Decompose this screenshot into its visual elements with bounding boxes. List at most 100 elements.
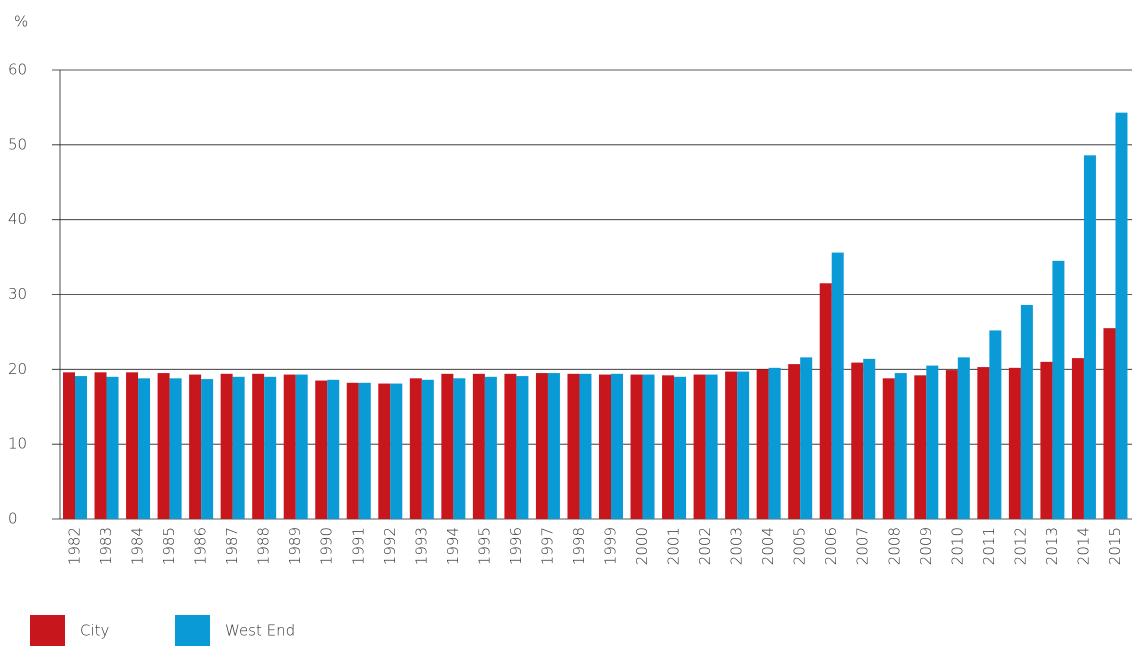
x-tick-label: 1990 bbox=[318, 527, 336, 565]
bar bbox=[358, 382, 371, 519]
x-tick-label: 1988 bbox=[255, 527, 273, 565]
x-tick-label: 1987 bbox=[223, 527, 241, 565]
bar bbox=[189, 374, 202, 519]
y-tick-label: 20 bbox=[8, 360, 27, 378]
x-tick-label: 2013 bbox=[1043, 527, 1061, 565]
x-tick-label: 1994 bbox=[444, 527, 462, 565]
x-tick-label: 2015 bbox=[1106, 527, 1124, 565]
bar bbox=[662, 375, 675, 519]
x-tick-label: 1984 bbox=[129, 527, 147, 565]
x-tick-label: 2002 bbox=[696, 527, 714, 565]
bar bbox=[535, 373, 548, 519]
x-tick-label: 2000 bbox=[633, 527, 651, 565]
x-tick-label: 1999 bbox=[602, 527, 620, 565]
x-tick-label: 1998 bbox=[570, 527, 588, 565]
legend-swatch bbox=[175, 615, 210, 646]
bar bbox=[1115, 112, 1128, 519]
legend-label: City bbox=[80, 622, 110, 640]
bar bbox=[441, 373, 454, 519]
bar bbox=[220, 373, 233, 519]
bar bbox=[484, 376, 497, 519]
bar bbox=[547, 373, 560, 519]
x-tick-label: 2001 bbox=[665, 527, 683, 565]
bar bbox=[453, 378, 466, 519]
x-tick-label: 2009 bbox=[917, 527, 935, 565]
bar bbox=[756, 369, 769, 519]
bar bbox=[283, 374, 296, 519]
bar bbox=[800, 357, 813, 519]
bar bbox=[327, 379, 340, 519]
bar bbox=[295, 374, 308, 519]
bar bbox=[1103, 328, 1116, 519]
bar bbox=[642, 374, 655, 519]
bar bbox=[157, 373, 170, 519]
bar bbox=[957, 357, 970, 519]
bar bbox=[705, 374, 718, 519]
bar bbox=[926, 365, 939, 519]
y-tick-label: 40 bbox=[8, 210, 27, 228]
bar bbox=[894, 373, 907, 519]
x-tick-label: 1982 bbox=[66, 527, 84, 565]
y-tick-label: 10 bbox=[8, 435, 27, 453]
x-tick-label: 1992 bbox=[381, 527, 399, 565]
bar bbox=[409, 378, 422, 519]
bar bbox=[831, 252, 844, 520]
x-tick-label: 2008 bbox=[885, 527, 903, 565]
bar bbox=[472, 373, 485, 519]
y-tick-label: 60 bbox=[8, 61, 27, 79]
bar bbox=[788, 364, 801, 519]
x-tick-label: 2011 bbox=[980, 527, 998, 565]
bar bbox=[201, 379, 214, 519]
bar bbox=[252, 373, 265, 519]
x-tick-label: 2003 bbox=[728, 527, 746, 565]
bar bbox=[1052, 260, 1065, 519]
bar bbox=[768, 367, 781, 519]
x-tick-label: 1997 bbox=[538, 527, 556, 565]
bar bbox=[106, 376, 119, 519]
x-tick-label: 1996 bbox=[507, 527, 525, 565]
bar bbox=[579, 373, 592, 519]
bar bbox=[126, 372, 139, 519]
x-tick-label: 2005 bbox=[791, 527, 809, 565]
bar bbox=[378, 383, 391, 519]
x-tick-label: 1985 bbox=[160, 527, 178, 565]
bar bbox=[1008, 367, 1021, 519]
bar bbox=[725, 371, 738, 519]
bar bbox=[737, 371, 750, 519]
bar bbox=[1071, 358, 1084, 519]
bar bbox=[863, 358, 876, 519]
x-tick-label: 1995 bbox=[475, 527, 493, 565]
y-tick-label: 0 bbox=[8, 510, 18, 528]
x-tick-label: 2014 bbox=[1074, 527, 1092, 565]
y-tick-label: 50 bbox=[8, 135, 27, 153]
x-tick-label: 2012 bbox=[1011, 527, 1029, 565]
bar bbox=[94, 372, 107, 519]
bar bbox=[674, 376, 687, 519]
legend-swatch bbox=[30, 615, 65, 646]
bar bbox=[1040, 361, 1053, 519]
legend-label: West End bbox=[225, 622, 295, 640]
x-tick-label: 1993 bbox=[412, 527, 430, 565]
bar bbox=[75, 376, 87, 519]
x-tick-label: 1983 bbox=[97, 527, 115, 565]
x-tick-label: 2010 bbox=[948, 527, 966, 565]
bar bbox=[630, 374, 643, 519]
x-tick-label: 2004 bbox=[759, 527, 777, 565]
y-axis-label: % bbox=[14, 13, 28, 31]
x-tick-label: 1991 bbox=[349, 527, 367, 565]
bar bbox=[851, 362, 864, 519]
bar bbox=[914, 375, 927, 519]
bar bbox=[264, 376, 277, 519]
x-tick-label: 2007 bbox=[854, 527, 872, 565]
bar bbox=[346, 382, 359, 519]
x-tick-label: 1989 bbox=[286, 527, 304, 565]
bar bbox=[169, 378, 182, 519]
x-tick-label: 2006 bbox=[822, 527, 840, 565]
bar bbox=[611, 373, 623, 519]
y-tick-label: 30 bbox=[8, 285, 27, 303]
bar bbox=[516, 376, 529, 519]
bar bbox=[421, 379, 434, 519]
bar bbox=[882, 378, 895, 519]
bar bbox=[819, 283, 832, 519]
